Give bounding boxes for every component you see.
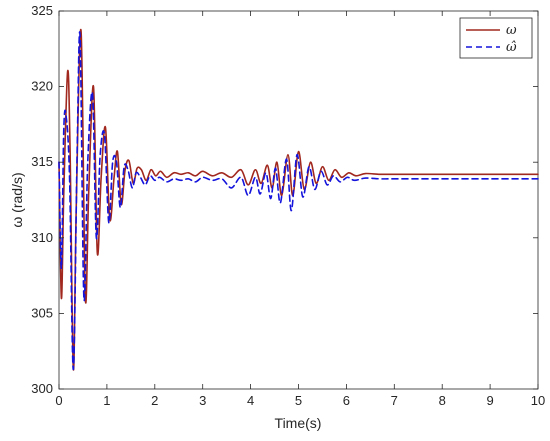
x-tick-label: 6 — [343, 393, 350, 408]
x-tick-label: 2 — [151, 393, 158, 408]
legend: ω ω̂ — [459, 17, 533, 59]
y-tick-label: 320 — [31, 79, 53, 94]
x-tick-label: 9 — [486, 393, 493, 408]
legend-label-omega: ω — [506, 23, 517, 38]
series-layer — [58, 28, 539, 371]
legend-label-omega-hat: ω̂ — [506, 40, 517, 55]
x-tick-label: 5 — [295, 393, 302, 408]
x-tick-label: 3 — [199, 393, 206, 408]
x-tick-label: 7 — [391, 393, 398, 408]
x-tick-label: 4 — [247, 393, 254, 408]
x-tick-label: 10 — [531, 393, 545, 408]
legend-box — [459, 17, 533, 59]
x-tick-label: 1 — [103, 393, 110, 408]
plot-area — [58, 10, 539, 390]
y-tick-label: 300 — [31, 381, 53, 396]
y-tick-label: 310 — [31, 230, 53, 245]
x-axis-ticks: 0 1 2 3 4 5 6 7 8 9 10 — [55, 11, 545, 408]
x-axis-label: Time(s) — [275, 415, 322, 431]
y-tick-label: 315 — [31, 154, 53, 169]
series-line-omega-hat — [58, 31, 539, 371]
y-tick-label: 325 — [31, 3, 53, 18]
y-axis-ticks: 300 305 310 315 320 325 — [31, 3, 538, 396]
series-line-omega — [58, 28, 539, 371]
x-tick-label: 0 — [55, 393, 62, 408]
plot-frame — [58, 10, 539, 390]
x-tick-label: 8 — [439, 393, 446, 408]
y-tick-label: 305 — [31, 305, 53, 320]
y-axis-label: ω (rad/s) — [9, 172, 25, 227]
